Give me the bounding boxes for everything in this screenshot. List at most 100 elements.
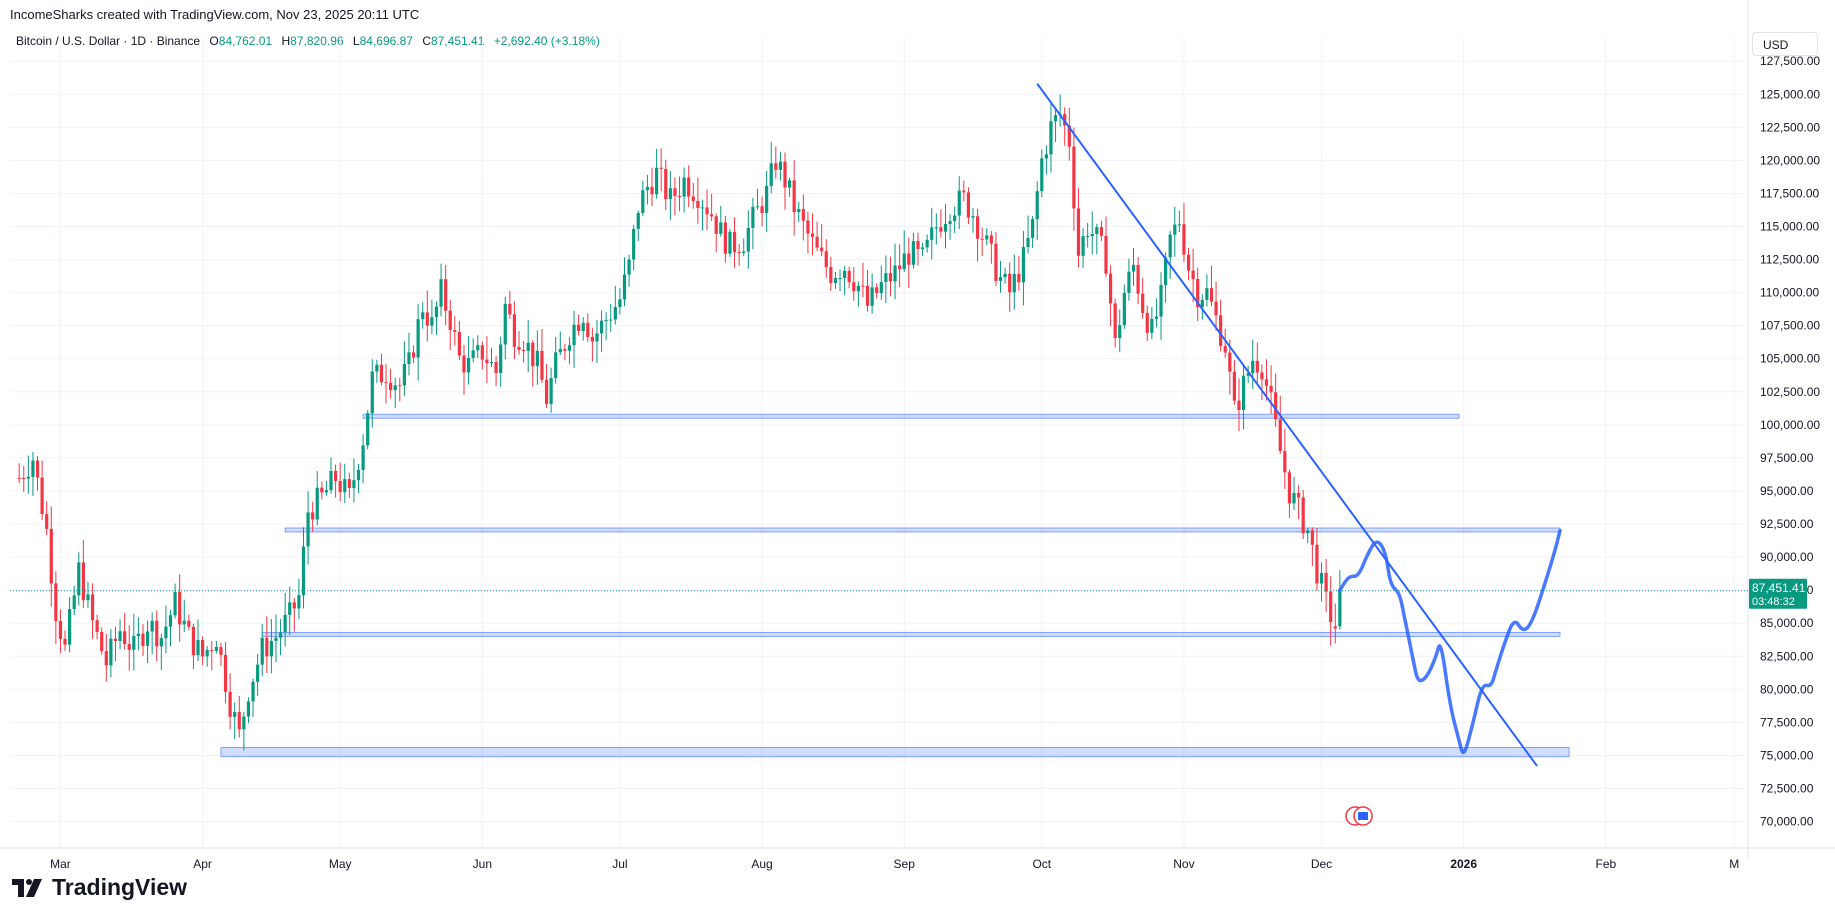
candle[interactable] xyxy=(439,263,443,317)
candle[interactable] xyxy=(765,170,769,232)
candle[interactable] xyxy=(723,215,727,263)
candle[interactable] xyxy=(191,623,196,670)
candle[interactable] xyxy=(347,472,351,498)
candle[interactable] xyxy=(1278,395,1282,455)
candle[interactable] xyxy=(1186,247,1191,281)
candle[interactable] xyxy=(1159,272,1163,340)
candle[interactable] xyxy=(1274,373,1278,427)
candle[interactable] xyxy=(746,210,750,269)
candle[interactable] xyxy=(246,697,251,724)
candle[interactable] xyxy=(801,194,805,241)
candle[interactable] xyxy=(627,254,631,287)
candle[interactable] xyxy=(127,625,131,671)
candle[interactable] xyxy=(732,217,737,268)
candle[interactable] xyxy=(705,189,709,231)
candle[interactable] xyxy=(980,227,984,257)
candle[interactable] xyxy=(1315,527,1319,591)
candle[interactable] xyxy=(691,182,695,209)
candle[interactable] xyxy=(939,209,943,238)
candle[interactable] xyxy=(352,458,356,503)
candle[interactable] xyxy=(654,148,659,199)
candle[interactable] xyxy=(306,491,310,565)
candle[interactable] xyxy=(233,702,237,740)
candle[interactable] xyxy=(393,377,397,409)
candle[interactable] xyxy=(315,471,319,526)
candle[interactable] xyxy=(636,210,640,242)
candle[interactable] xyxy=(595,319,599,363)
candle[interactable] xyxy=(645,174,650,205)
candle[interactable] xyxy=(421,302,425,329)
candle[interactable] xyxy=(962,180,966,202)
candle[interactable] xyxy=(402,341,406,397)
candle[interactable] xyxy=(182,599,186,632)
candle[interactable] xyxy=(696,177,700,224)
candle[interactable] xyxy=(311,501,315,532)
candle[interactable] xyxy=(907,237,911,289)
candle[interactable] xyxy=(1003,267,1007,284)
economic-events-icon[interactable] xyxy=(1345,806,1373,826)
candle[interactable] xyxy=(324,480,329,496)
candle[interactable] xyxy=(535,330,539,385)
candle[interactable] xyxy=(852,267,856,301)
candle[interactable] xyxy=(398,377,402,402)
candle[interactable] xyxy=(1113,298,1117,348)
candle[interactable] xyxy=(251,678,255,717)
candle[interactable] xyxy=(893,243,897,300)
candle[interactable] xyxy=(1099,220,1104,242)
candle[interactable] xyxy=(1228,339,1232,395)
candle[interactable] xyxy=(366,410,370,450)
candle[interactable] xyxy=(77,552,81,606)
candle[interactable] xyxy=(242,712,246,751)
candle[interactable] xyxy=(512,301,517,360)
candle[interactable] xyxy=(700,199,705,231)
candle[interactable] xyxy=(448,299,452,351)
projection-path[interactable] xyxy=(1338,528,1562,755)
candle[interactable] xyxy=(577,314,581,336)
candle[interactable] xyxy=(444,264,448,326)
candle[interactable] xyxy=(998,260,1003,293)
candle[interactable] xyxy=(72,585,76,615)
candle[interactable] xyxy=(219,642,223,667)
candle[interactable] xyxy=(471,338,475,363)
candle[interactable] xyxy=(975,208,980,262)
candle[interactable] xyxy=(320,481,324,500)
candle[interactable] xyxy=(925,234,929,253)
candle[interactable] xyxy=(586,313,590,342)
candle[interactable] xyxy=(338,462,342,502)
candle[interactable] xyxy=(333,464,338,498)
support-zone[interactable] xyxy=(220,747,1570,758)
candle[interactable] xyxy=(297,578,301,620)
candle[interactable] xyxy=(100,627,104,655)
candle[interactable] xyxy=(22,466,26,492)
candle[interactable] xyxy=(141,624,145,657)
support-zone[interactable] xyxy=(362,413,1460,419)
candle[interactable] xyxy=(1131,247,1136,286)
candle[interactable] xyxy=(45,501,49,536)
candle[interactable] xyxy=(856,281,860,307)
candle[interactable] xyxy=(554,337,558,384)
candle[interactable] xyxy=(870,273,874,314)
candle[interactable] xyxy=(526,319,530,373)
candle[interactable] xyxy=(389,368,393,399)
candle[interactable] xyxy=(1053,109,1058,143)
candle[interactable] xyxy=(416,304,420,381)
candle[interactable] xyxy=(269,619,273,674)
candle[interactable] xyxy=(278,619,283,656)
candle[interactable] xyxy=(1333,603,1337,644)
candle[interactable] xyxy=(109,629,113,678)
candle[interactable] xyxy=(989,231,993,264)
candle[interactable] xyxy=(31,451,35,496)
candle[interactable] xyxy=(755,188,760,210)
candle[interactable] xyxy=(1319,562,1324,602)
candle[interactable] xyxy=(778,151,783,181)
candle[interactable] xyxy=(1136,257,1140,305)
candle[interactable] xyxy=(865,270,870,312)
candle[interactable] xyxy=(641,180,645,217)
candle[interactable] xyxy=(966,187,971,225)
candle[interactable] xyxy=(17,463,21,484)
candle[interactable] xyxy=(632,224,636,271)
candle[interactable] xyxy=(434,301,439,335)
candle[interactable] xyxy=(1122,284,1126,329)
candle[interactable] xyxy=(1008,262,1012,312)
